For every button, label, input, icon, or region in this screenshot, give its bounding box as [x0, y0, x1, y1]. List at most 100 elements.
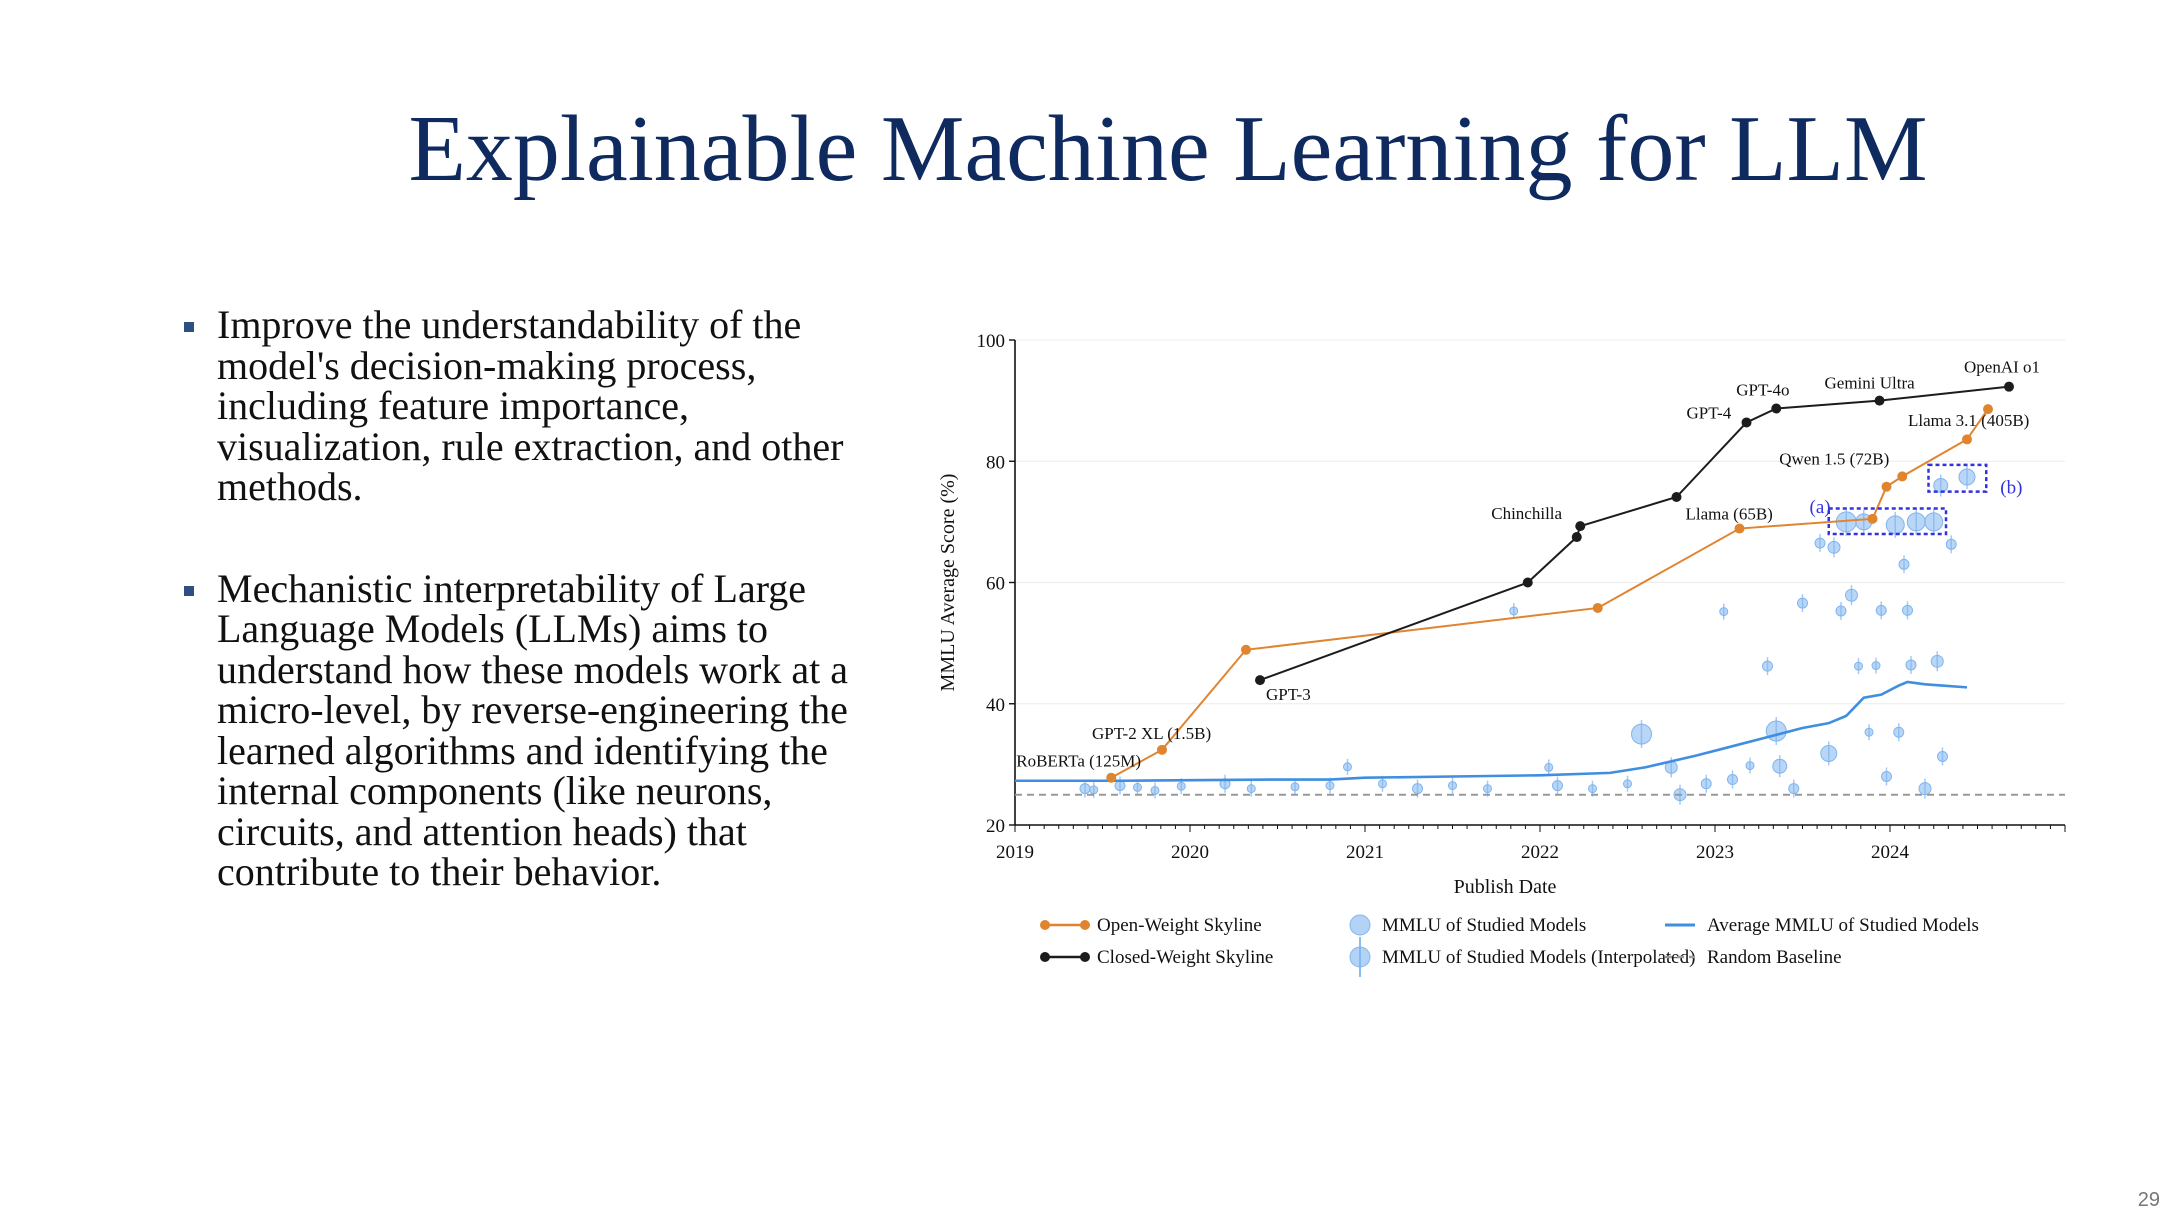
studied-model-point [1290, 782, 1300, 792]
studied-model-point [1343, 762, 1352, 772]
open-weight-skyline-point [1881, 481, 1892, 492]
closed-weight-skyline-point [1575, 521, 1586, 532]
studied-model-point [1246, 784, 1256, 794]
x-tick-label: 2022 [1521, 842, 1559, 863]
legend-label: MMLU of Studied Models (Interpolated) [1382, 947, 1695, 968]
point-label: Gemini Ultra [1825, 374, 1916, 393]
studied-model-point [1325, 781, 1335, 791]
x-tick-label: 2021 [1346, 842, 1384, 863]
closed-weight-skyline-point [1255, 675, 1265, 686]
highlight-box [1827, 507, 1948, 536]
box-layer: (a) (b) [1810, 463, 2022, 536]
legend-label: Average MMLU of Studied Models [1707, 915, 1979, 936]
studied-model-point [1745, 761, 1755, 771]
open-weight-skyline-point [1241, 644, 1251, 655]
y-tick-label: 20 [986, 816, 1005, 837]
legend-swatch-point [1040, 952, 1050, 962]
studied-model-point [1448, 781, 1457, 791]
open-weight-skyline-point [1734, 523, 1745, 534]
studied-model-point [1544, 762, 1554, 772]
point-label: RoBERTa (125M) [1016, 752, 1141, 771]
legend-label: Closed-Weight Skyline [1097, 947, 1273, 968]
square-bullet-icon [184, 585, 194, 596]
point-label: GPT-4o [1736, 381, 1789, 400]
studied-model-point [1631, 723, 1652, 745]
closed-weight-skyline-point [1571, 532, 1582, 543]
scatter-layer [1079, 465, 1976, 805]
average-mmlu-line [1015, 680, 1968, 783]
open-weight-skyline-point [1867, 513, 1878, 524]
y-tick-label: 60 [986, 574, 1005, 595]
point-label: Qwen 1.5 (72B) [1779, 449, 1889, 468]
studied-model-point [1089, 785, 1099, 795]
studied-model-point [1937, 750, 1948, 762]
studied-model-point [1924, 512, 1944, 532]
y-tick-label: 40 [986, 695, 1005, 716]
point-label: GPT-3 [1266, 685, 1311, 704]
x-tick-label: 2020 [1171, 842, 1209, 863]
legend-swatch-point [1080, 952, 1090, 962]
studied-model-point [1930, 654, 1944, 668]
closed-weight-skyline-point [1771, 403, 1782, 414]
x-tick-label: 2024 [1871, 842, 1910, 863]
open-weight-skyline-point [1592, 602, 1603, 613]
studied-model-point [1845, 588, 1858, 602]
studied-model-point [1176, 781, 1186, 791]
studied-model-point [1114, 780, 1126, 792]
open-weight-skyline-point [1897, 471, 1908, 482]
legend-swatch-bubble [1349, 914, 1371, 936]
bullet-text: Mechanistic interpretability of Large La… [217, 565, 848, 894]
legend-label: Random Baseline [1707, 947, 1842, 968]
point-label: Llama 3.1 (405B) [1908, 411, 2029, 430]
studied-model-point [1719, 607, 1729, 617]
closed-weight-skyline-point [1522, 577, 1533, 588]
lines-layer [1015, 381, 2065, 796]
point-label: GPT-4 [1687, 403, 1732, 422]
studied-model-point [1133, 782, 1142, 792]
annotation-label: (a) [1810, 497, 1831, 518]
studied-model-point [1835, 605, 1847, 617]
x-axis-label: Publish Date [1454, 876, 1557, 898]
open-weight-skyline-point [1157, 744, 1167, 755]
axes-layer: 20 40 60 80 100 2019 2020 2021 2022 2023 2024 Publi… [937, 331, 2066, 898]
point-label: GPT-2 XL (1.5B) [1092, 724, 1211, 743]
closed-weight-skyline-point [1741, 417, 1752, 428]
studied-model-point [1958, 468, 1976, 486]
legend-label: Open-Weight Skyline [1097, 915, 1262, 936]
studied-model-point [1762, 660, 1773, 672]
studied-model-point [1788, 783, 1800, 795]
studied-model-point [1945, 538, 1957, 550]
closed-weight-skyline-point [1874, 395, 1885, 406]
studied-model-point [1885, 515, 1905, 535]
annotation-label: (b) [2000, 477, 2022, 498]
studied-model-point [1765, 720, 1787, 742]
point-label: Llama (65B) [1686, 505, 1773, 524]
square-bullet-icon [184, 322, 194, 332]
studied-model-point [1905, 659, 1917, 671]
studied-model-point [1906, 512, 1926, 532]
x-tick-label: 2023 [1696, 842, 1734, 863]
studied-model-point [1772, 758, 1788, 774]
studied-model-point [1623, 779, 1632, 789]
studied-model-point [1854, 661, 1863, 671]
bullet-item: Mechanistic interpretability of Large La… [180, 565, 880, 894]
studied-model-point [1827, 540, 1841, 554]
studied-model-point [1864, 727, 1874, 737]
bullet-list: Improve the understandability of the mod… [180, 304, 880, 954]
highlight-box [1927, 463, 1988, 493]
studied-model-point [1700, 778, 1712, 790]
studied-model-point [1918, 782, 1932, 796]
closed-weight-skyline-point [2004, 381, 2014, 392]
x-tick-label: 2019 [996, 842, 1034, 863]
legend-layer: Open-Weight Skyline Closed-Weight Skyline… [1040, 914, 1979, 977]
studied-model-point [1509, 606, 1519, 616]
studied-model-point [1588, 784, 1597, 794]
bullet-item: Improve the understandability of the mod… [180, 304, 880, 508]
open-weight-skyline-point [1962, 434, 1972, 445]
studied-model-point [1727, 774, 1738, 786]
closed-weight-skyline-point [1671, 492, 1682, 503]
studied-model-point [1875, 604, 1887, 616]
studied-model-point [1893, 726, 1905, 738]
studied-model-point [1552, 780, 1563, 792]
y-axis-label: MMLU Average Score (%) [937, 474, 959, 692]
